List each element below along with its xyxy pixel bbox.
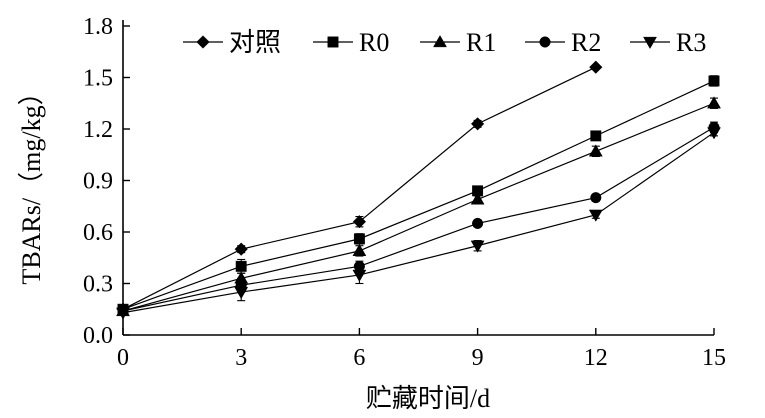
- x-tick-label: 3: [235, 345, 247, 371]
- legend-item-3: R2: [525, 28, 601, 57]
- data-point: [590, 192, 602, 204]
- x-tick-label: 12: [584, 345, 608, 371]
- y-tick-label: 1.5: [83, 66, 113, 92]
- legend-item-4: R3: [630, 28, 706, 57]
- legend: 对照 R0 R1 R2 R3: [183, 28, 706, 57]
- legend-item-0: 对照: [183, 28, 281, 57]
- series-4: [116, 127, 721, 320]
- series-line: [122, 131, 715, 314]
- legend-item-2: R1: [420, 28, 496, 57]
- legend-label: 对照: [229, 28, 281, 57]
- x-axis-title: 贮藏时间/d: [366, 384, 490, 413]
- y-tick-label: 0.9: [83, 169, 113, 195]
- data-point: [588, 144, 603, 157]
- legend-label: R3: [676, 28, 706, 57]
- series-line: [122, 126, 715, 312]
- data-point: [234, 286, 249, 300]
- x-tick-label: 9: [472, 345, 484, 371]
- data-point: [588, 209, 603, 222]
- y-tick-label: 0.6: [83, 220, 113, 246]
- legend-marker: [433, 34, 447, 48]
- legend-marker: [643, 36, 657, 50]
- data-point: [470, 117, 485, 131]
- series-2: [116, 96, 721, 317]
- data-point: [116, 307, 130, 320]
- data-point: [470, 192, 485, 205]
- legend-item-1: R0: [313, 28, 389, 57]
- data-point: [352, 269, 367, 282]
- legend-label: R0: [359, 28, 389, 57]
- legend-marker: [196, 35, 210, 49]
- y-tick-label: 0.3: [83, 272, 113, 298]
- legend-marker: [327, 36, 339, 48]
- series-line: [122, 80, 715, 310]
- y-tick-label: 1.2: [83, 117, 113, 143]
- x-tick-label: 15: [702, 345, 726, 371]
- axes: [122, 20, 714, 336]
- data-point: [590, 130, 602, 142]
- data-point: [352, 243, 367, 257]
- data-point: [352, 215, 367, 229]
- data-point: [470, 240, 485, 253]
- axis-ticks: 0.0 0.3 0.6 0.9 1.2 1.5 1.8 0 3 6 9 12 15: [83, 14, 726, 371]
- legend-marker: [539, 36, 551, 48]
- series-1: [117, 75, 720, 315]
- data-point: [472, 217, 484, 229]
- x-tick-label: 6: [353, 345, 365, 371]
- y-tick-label: 1.8: [83, 14, 113, 40]
- data-point: [353, 233, 365, 245]
- data-point: [707, 96, 721, 109]
- data-point: [235, 260, 247, 272]
- x-tick-label: 0: [117, 345, 129, 371]
- y-axis-title: TBARs/（mg/kg）: [17, 79, 46, 284]
- data-point: [707, 127, 721, 140]
- y-tick-label: 0.0: [83, 323, 113, 349]
- data-point: [708, 75, 720, 87]
- data-point: [589, 60, 603, 74]
- legend-label: R1: [466, 28, 496, 57]
- data-point: [234, 242, 248, 256]
- series-line: [122, 102, 715, 312]
- legend-label: R2: [571, 28, 601, 57]
- series-layer: [116, 60, 721, 320]
